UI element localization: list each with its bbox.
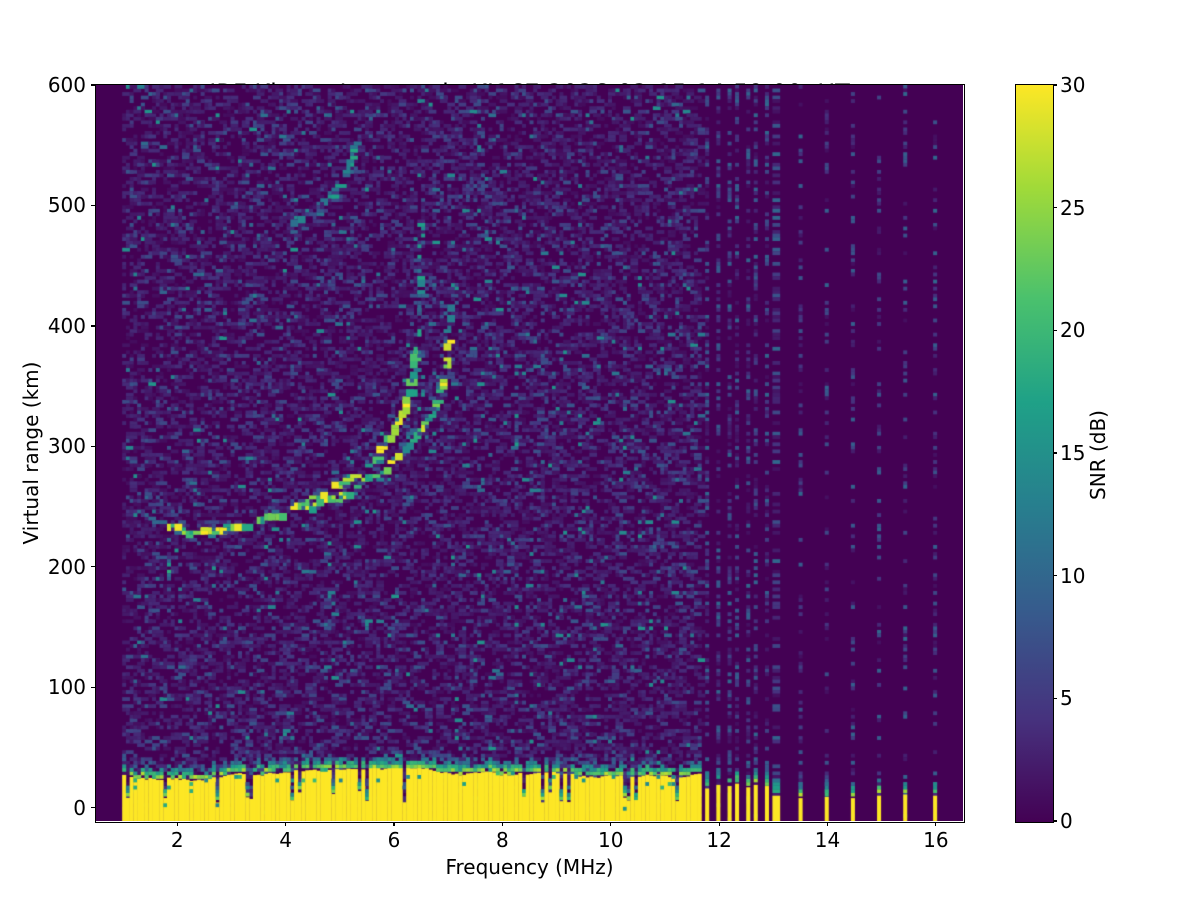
x-tick-mark: [610, 822, 612, 826]
y-tick-label: 500: [47, 193, 86, 218]
colorbar-tick-mark: [1053, 697, 1057, 699]
y-tick-label: 0: [73, 795, 86, 820]
x-tick-label: 12: [706, 828, 732, 852]
colorbar-tick-mark: [1053, 820, 1057, 822]
colorbar-tick-label: 0: [1060, 809, 1073, 833]
colorbar-tick-mark: [1053, 207, 1057, 209]
x-tick-mark: [393, 822, 395, 826]
y-tick-mark: [91, 566, 95, 568]
x-tick-label: 14: [814, 828, 841, 852]
colorbar-tick-label: 5: [1060, 686, 1073, 711]
x-tick-label: 2: [170, 828, 184, 852]
colorbar-tick-mark: [1053, 329, 1057, 331]
x-tick-mark: [176, 822, 178, 826]
colorbar: [1015, 84, 1054, 823]
x-tick-label: 4: [279, 828, 293, 852]
x-tick-label: 8: [496, 828, 509, 852]
y-tick-label: 200: [47, 554, 86, 579]
y-tick-label: 300: [47, 434, 86, 459]
colorbar-tick-label: 20: [1060, 318, 1086, 343]
x-tick-label: 6: [387, 828, 401, 852]
x-tick-mark: [501, 822, 503, 826]
colorbar-gradient: [1016, 85, 1053, 822]
x-tick-label: 10: [598, 828, 624, 852]
y-tick-mark: [91, 807, 95, 809]
y-tick-mark: [91, 686, 95, 688]
y-tick-mark: [91, 84, 95, 86]
y-tick-mark: [91, 445, 95, 447]
y-tick-mark: [91, 325, 95, 327]
x-tick-mark: [935, 822, 937, 826]
x-tick-mark: [826, 822, 829, 826]
colorbar-tick-label: 15: [1060, 441, 1086, 465]
y-tick-mark: [91, 204, 95, 207]
y-tick-label: 400: [47, 313, 86, 338]
y-tick-label: 100: [47, 675, 86, 700]
colorbar-tick-label: 30: [1060, 73, 1086, 97]
colorbar-tick-label: 25: [1060, 195, 1086, 220]
ionogram-heatmap-canvas: [96, 85, 963, 821]
x-tick-mark: [285, 822, 287, 826]
colorbar-tick-mark: [1053, 575, 1057, 577]
y-tick-label: 600: [47, 73, 86, 97]
colorbar-tick-label: 10: [1060, 563, 1086, 588]
x-tick-mark: [718, 822, 720, 826]
x-tick-label: 16: [923, 828, 949, 852]
colorbar-tick-mark: [1053, 84, 1057, 86]
x-axis-label: Frequency (MHz): [445, 855, 614, 879]
colorbar-tick-mark: [1053, 452, 1057, 454]
